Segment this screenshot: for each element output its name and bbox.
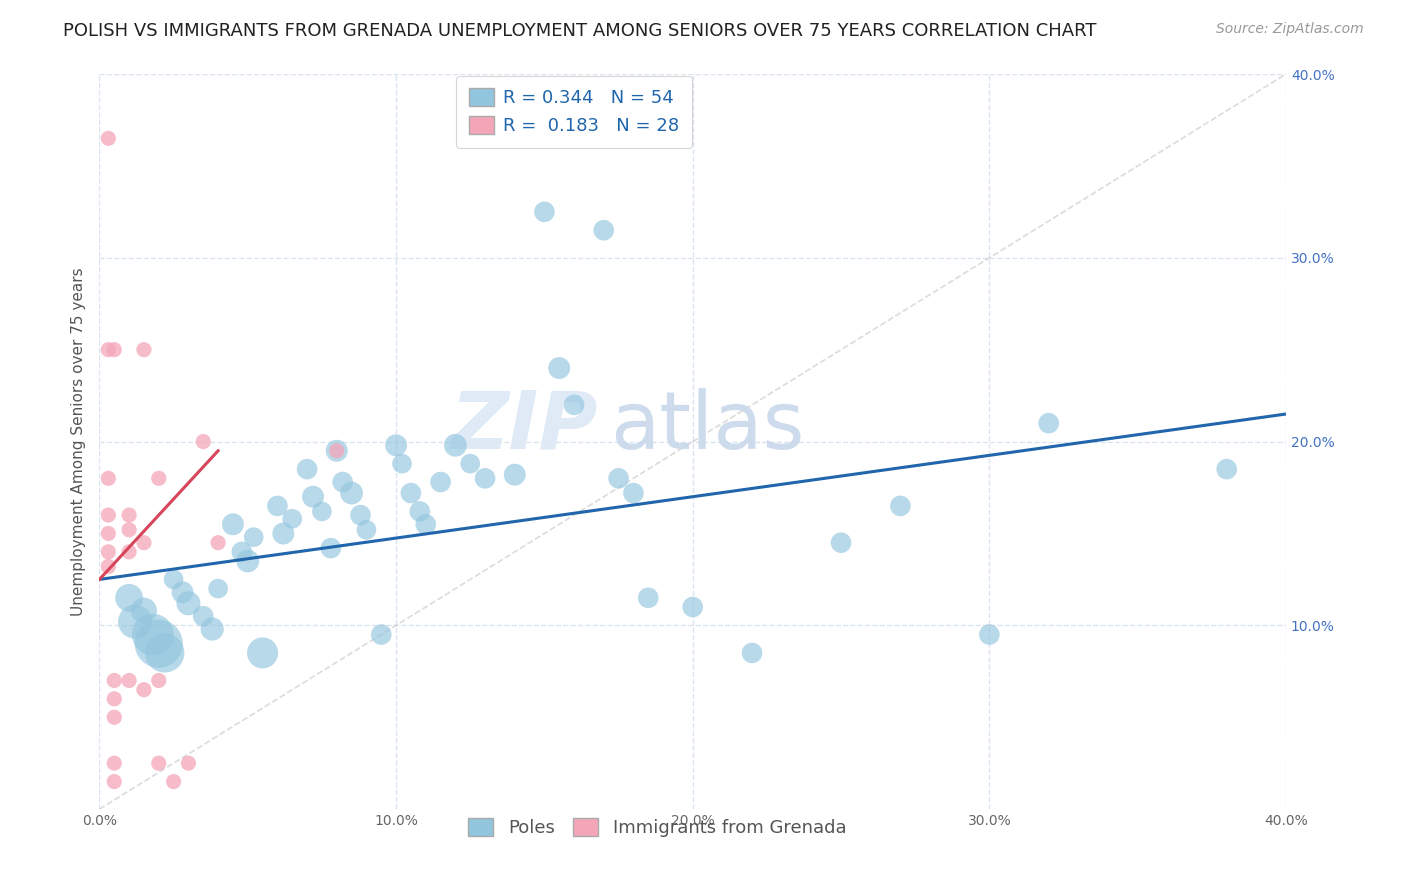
Point xyxy=(132,343,155,357)
Legend: Poles, Immigrants from Grenada: Poles, Immigrants from Grenada xyxy=(461,811,853,844)
Point xyxy=(273,526,295,541)
Text: Source: ZipAtlas.com: Source: ZipAtlas.com xyxy=(1216,22,1364,37)
Point xyxy=(295,462,318,476)
Point xyxy=(621,486,644,500)
Point xyxy=(148,756,170,771)
Text: atlas: atlas xyxy=(610,388,804,466)
Point xyxy=(201,622,224,636)
Point xyxy=(132,535,155,549)
Point xyxy=(97,526,120,541)
Point xyxy=(682,599,704,614)
Y-axis label: Unemployment Among Seniors over 75 years: Unemployment Among Seniors over 75 years xyxy=(72,268,86,615)
Point xyxy=(391,457,413,471)
Point xyxy=(252,646,274,660)
Point xyxy=(409,504,432,518)
Point xyxy=(1215,462,1237,476)
Point xyxy=(444,438,467,452)
Point xyxy=(97,471,120,485)
Point xyxy=(236,554,259,568)
Point xyxy=(97,343,120,357)
Point xyxy=(148,471,170,485)
Point xyxy=(103,343,125,357)
Point xyxy=(162,774,184,789)
Point xyxy=(741,646,763,660)
Point xyxy=(1038,416,1060,430)
Point xyxy=(153,646,176,660)
Point xyxy=(118,523,141,537)
Point xyxy=(118,591,141,605)
Point xyxy=(281,512,304,526)
Point xyxy=(193,434,215,449)
Point xyxy=(97,508,120,522)
Point xyxy=(326,443,349,458)
Point xyxy=(592,223,614,237)
Point xyxy=(830,535,852,549)
Point xyxy=(340,486,363,500)
Point xyxy=(97,559,120,574)
Point xyxy=(118,508,141,522)
Point xyxy=(162,573,184,587)
Point xyxy=(148,637,170,651)
Point xyxy=(103,756,125,771)
Point xyxy=(399,486,422,500)
Point xyxy=(349,508,371,522)
Point xyxy=(177,596,200,610)
Point xyxy=(311,504,333,518)
Point xyxy=(533,205,555,219)
Text: POLISH VS IMMIGRANTS FROM GRENADA UNEMPLOYMENT AMONG SENIORS OVER 75 YEARS CORRE: POLISH VS IMMIGRANTS FROM GRENADA UNEMPL… xyxy=(63,22,1097,40)
Point xyxy=(124,615,146,629)
Point xyxy=(103,673,125,688)
Point xyxy=(207,582,229,596)
Point xyxy=(118,673,141,688)
Point xyxy=(415,517,437,532)
Point xyxy=(193,609,215,624)
Point xyxy=(97,545,120,559)
Point xyxy=(889,499,911,513)
Point xyxy=(356,523,378,537)
Point xyxy=(222,517,245,532)
Point xyxy=(319,541,342,556)
Point xyxy=(474,471,496,485)
Point xyxy=(548,361,571,376)
Point xyxy=(118,545,141,559)
Point xyxy=(103,691,125,706)
Text: ZIP: ZIP xyxy=(450,388,598,466)
Point xyxy=(302,490,325,504)
Point xyxy=(132,682,155,697)
Point xyxy=(370,627,392,641)
Point xyxy=(332,475,354,489)
Point xyxy=(142,627,165,641)
Point xyxy=(177,756,200,771)
Point xyxy=(429,475,451,489)
Point xyxy=(503,467,526,482)
Point xyxy=(266,499,288,513)
Point xyxy=(242,530,264,544)
Point xyxy=(979,627,1001,641)
Point xyxy=(637,591,659,605)
Point xyxy=(562,398,585,412)
Point xyxy=(97,131,120,145)
Point xyxy=(148,673,170,688)
Point xyxy=(172,585,194,599)
Point xyxy=(458,457,481,471)
Point xyxy=(103,710,125,724)
Point xyxy=(132,604,155,618)
Point xyxy=(607,471,630,485)
Point xyxy=(207,535,229,549)
Point xyxy=(385,438,408,452)
Point xyxy=(326,443,349,458)
Point xyxy=(103,774,125,789)
Point xyxy=(231,545,253,559)
